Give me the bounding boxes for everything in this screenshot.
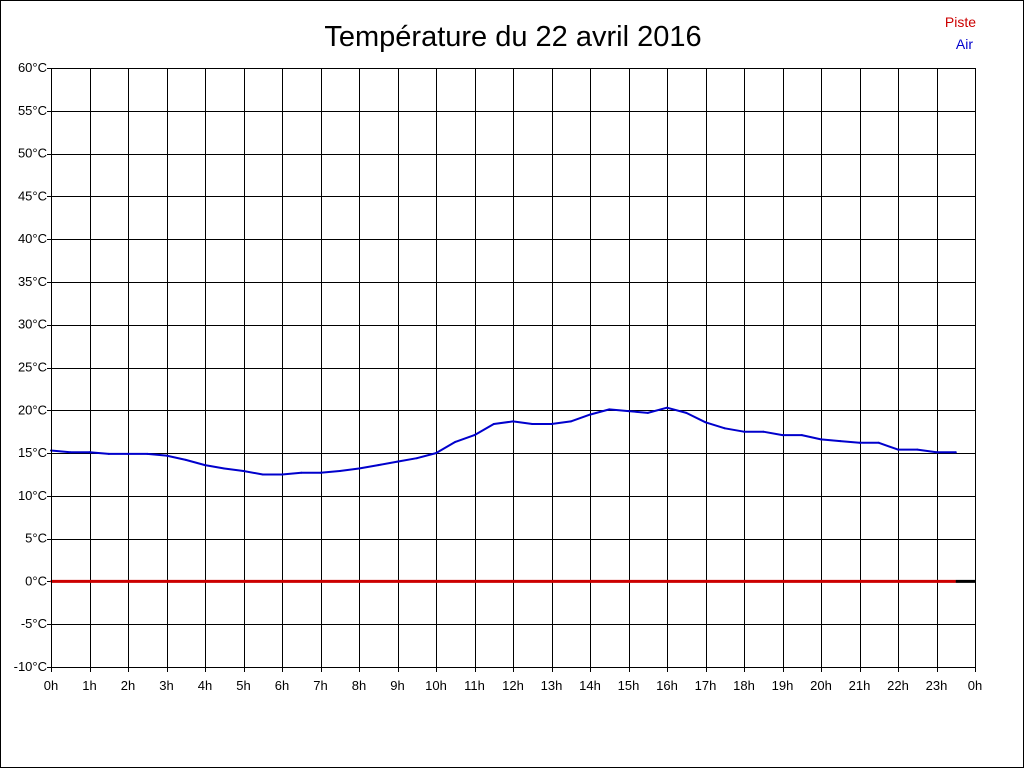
legend-entry-piste: Piste — [945, 14, 976, 30]
x-tick-label: 14h — [579, 678, 601, 693]
data-point-air — [531, 423, 534, 425]
legend-entry-air: Air — [956, 36, 973, 52]
y-tick-label: -5°C — [21, 616, 47, 631]
data-point-air — [107, 452, 110, 455]
data-point-air — [666, 406, 668, 409]
data-point-air — [877, 441, 880, 444]
data-point-air — [338, 470, 341, 472]
plot-area-border — [51, 68, 976, 668]
y-tick-label: 0°C — [25, 573, 47, 588]
x-tick-label: 1h — [82, 678, 96, 693]
data-point-air — [165, 454, 168, 457]
data-point-air — [858, 441, 861, 444]
data-point-air — [762, 430, 765, 433]
x-tick-label: 19h — [772, 678, 794, 693]
y-tick-label: 50°C — [18, 146, 47, 161]
y-tick-label: 10°C — [18, 488, 47, 503]
x-tick-label: 23h — [926, 678, 948, 693]
x-tick-label: 10h — [425, 678, 447, 693]
data-point-air — [146, 452, 149, 455]
x-tick-label: 16h — [656, 678, 678, 693]
data-point-air — [646, 411, 649, 414]
data-point-air — [839, 440, 842, 443]
data-point-air — [415, 457, 418, 460]
x-tick-label: 17h — [695, 678, 717, 693]
data-point-air — [589, 413, 591, 416]
data-point-air — [820, 438, 822, 441]
data-point-air — [473, 434, 476, 437]
axis-labels: 0h 1h 2h 3h 4h 5h 6h 7h 8h 9h 10h 11h 12h 13h 14h 15h 16… — [14, 60, 983, 693]
x-tick-label: 9h — [390, 678, 404, 693]
data-point-air — [69, 451, 72, 454]
data-point-air — [261, 473, 264, 476]
x-tick-label: 21h — [849, 678, 871, 693]
data-point-air — [512, 420, 514, 423]
x-tick-label: 8h — [352, 678, 366, 693]
data-point-air — [300, 471, 303, 474]
x-tick-label: 3h — [159, 678, 173, 693]
data-point-air — [627, 410, 630, 413]
y-tick-label: 30°C — [18, 317, 47, 332]
x-tick-label: 18h — [733, 678, 755, 693]
x-tick-label: 6h — [275, 678, 289, 693]
data-point-air — [897, 448, 899, 451]
x-tick-label: 0h — [968, 678, 982, 693]
data-point-air — [319, 471, 322, 474]
data-point-air — [800, 434, 803, 437]
data-point-air — [704, 421, 707, 424]
data-point-air — [88, 451, 91, 454]
data-point-air — [377, 464, 380, 467]
data-point-air — [492, 423, 495, 425]
data-point-air — [685, 411, 688, 414]
x-tick-label: 13h — [541, 678, 563, 693]
y-tick-label: 5°C — [25, 531, 47, 546]
y-tick-label: -10°C — [14, 659, 47, 674]
series-layer — [50, 406, 975, 583]
data-point-air — [550, 423, 553, 425]
data-point-air — [223, 467, 226, 470]
y-tick-label: 55°C — [18, 103, 47, 118]
x-tick-label: 4h — [198, 678, 212, 693]
data-point-air — [204, 464, 206, 467]
chart-title: Température du 22 avril 2016 — [324, 21, 701, 53]
data-point-air — [608, 408, 611, 411]
data-point-air — [435, 452, 437, 455]
x-tick-label: 2h — [121, 678, 135, 693]
x-tick-label: 12h — [502, 678, 524, 693]
data-point-air — [281, 473, 283, 476]
data-point-air — [954, 451, 957, 454]
y-tick-label: 15°C — [18, 445, 47, 460]
data-point-air — [743, 430, 745, 433]
x-tick-label: 20h — [810, 678, 832, 693]
data-point-air — [935, 451, 938, 454]
x-tick-label: 22h — [887, 678, 909, 693]
y-tick-label: 60°C — [18, 60, 47, 75]
x-tick-label: 5h — [236, 678, 250, 693]
data-point-air — [781, 434, 784, 437]
data-point-air — [454, 440, 457, 443]
data-point-air — [396, 460, 399, 463]
data-point-air — [358, 467, 360, 470]
data-point-air — [723, 427, 726, 430]
data-point-air — [184, 458, 187, 461]
x-tick-label: 11h — [464, 678, 485, 693]
y-tick-label: 45°C — [18, 188, 47, 203]
y-tick-label: 35°C — [18, 274, 47, 289]
data-point-air — [569, 420, 572, 423]
data-point-air — [242, 470, 245, 472]
x-tick-label: 15h — [618, 678, 640, 693]
data-point-air — [127, 452, 129, 455]
y-tick-label: 25°C — [18, 360, 47, 375]
y-tick-label: 20°C — [18, 402, 47, 417]
data-point-air — [916, 448, 919, 451]
x-tick-label: 7h — [313, 678, 327, 693]
y-tick-label: 40°C — [18, 231, 47, 246]
series-line-air — [50, 406, 956, 476]
x-tick-label: 0h — [44, 678, 58, 693]
